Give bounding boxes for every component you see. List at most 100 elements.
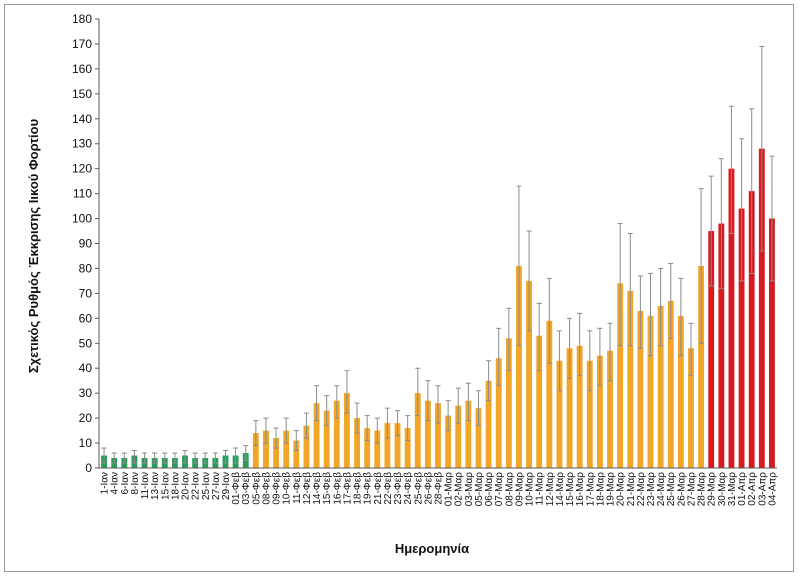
bar: [607, 350, 613, 468]
x-tick-label: 05-Μαρ: [474, 472, 485, 507]
bars: [101, 148, 775, 469]
bar: [455, 405, 462, 468]
bar: [475, 408, 482, 468]
x-tick-label: 08-Φεβ: [262, 472, 273, 505]
x-tick-label: 17-Φεβ: [342, 472, 353, 505]
x-tick-label: 26-Φεβ: [423, 472, 434, 505]
bar: [576, 345, 583, 468]
bar: [263, 430, 269, 468]
x-tick-label: 02-Απρ: [747, 472, 758, 506]
x-tick-label: 05-Φεβ: [251, 472, 262, 505]
x-tick-label: 29-Ιαν: [221, 472, 232, 500]
bar: [364, 428, 371, 468]
bar: [404, 428, 411, 468]
x-tick-label: 29-Μαρ: [707, 472, 718, 507]
bar: [688, 348, 694, 468]
x-tick-label: 07-Μαρ: [494, 472, 505, 507]
bar: [445, 415, 452, 468]
bar: [708, 231, 715, 468]
x-tick-label: 17-Μαρ: [585, 472, 596, 507]
bar: [769, 218, 775, 468]
x-tick-label: 24-Μαρ: [656, 472, 667, 507]
bar: [414, 393, 421, 468]
bar: [758, 148, 765, 468]
x-tick-label: 10-Μαρ: [525, 472, 536, 507]
bar: [273, 438, 280, 468]
x-tick-label: 19-Μαρ: [606, 472, 617, 507]
y-tick-label: 160: [72, 62, 92, 76]
x-tick-label: 22-Μαρ: [636, 472, 647, 507]
x-tick-label: 14-Μαρ: [555, 472, 566, 507]
bar: [718, 223, 725, 468]
bar: [384, 423, 391, 468]
x-tick-label: 16-Φεβ: [332, 472, 343, 505]
x-tick-label: 11-Ιαν: [140, 472, 151, 499]
x-tick-label: 08-Μαρ: [504, 472, 515, 507]
bar: [505, 338, 512, 468]
y-tick-label: 90: [79, 237, 93, 251]
x-tick-label: 25-Φεβ: [413, 472, 424, 505]
bar: [485, 380, 492, 468]
x-tick-label: 03-Μαρ: [464, 472, 475, 507]
y-tick-label: 0: [85, 461, 92, 475]
x-axis-ticks: 1-Ιαν 4-Ιαν 6-Ιαν 8-Ιαν 11-Ιαν 13-Ιαν 15-Ιαν 18…: [100, 472, 779, 507]
x-tick-label: 06-Μαρ: [484, 472, 495, 507]
x-tick-label: 18-Ιαν: [170, 472, 181, 500]
x-tick-label: 4-Ιαν: [110, 472, 121, 494]
x-tick-label: 16-Μαρ: [575, 472, 586, 507]
bar: [293, 440, 300, 468]
x-tick-label: 01-Απρ: [737, 472, 748, 506]
bar: [283, 430, 290, 468]
bar: [556, 360, 563, 468]
bar: [586, 360, 593, 468]
axes: [98, 19, 777, 469]
bar: [566, 348, 573, 468]
x-tick-label: 22-Ιαν: [191, 472, 202, 500]
y-tick-label: 80: [79, 261, 93, 275]
bar: [698, 265, 705, 468]
x-tick-label: 28-Φεβ: [434, 472, 445, 505]
x-tick-label: 30-Μαρ: [717, 472, 728, 507]
bar: [252, 433, 259, 468]
y-tick-label: 110: [73, 187, 92, 201]
x-tick-label: 10-Φεβ: [282, 472, 293, 505]
x-tick-label: 04-Απρ: [767, 472, 778, 506]
x-tick-label: 22-Φεβ: [383, 472, 394, 505]
bar: [728, 168, 735, 468]
y-tick-label: 50: [79, 336, 93, 350]
bar: [677, 315, 684, 468]
x-tick-label: 23-Μαρ: [646, 472, 657, 507]
x-tick-label: 25-Μαρ: [666, 472, 677, 507]
x-tick-label: 25-Ιαν: [201, 472, 212, 500]
x-tick-label: 09-Μαρ: [515, 472, 526, 507]
x-tick-label: 8-Ιαν: [130, 472, 141, 494]
x-tick-label: 03-Φεβ: [241, 472, 252, 505]
bar: [303, 425, 310, 468]
y-tick-label: 120: [72, 162, 92, 176]
bar: [323, 410, 330, 468]
bar: [627, 290, 634, 468]
chart-frame: [4, 4, 794, 572]
bar: [313, 403, 320, 468]
x-tick-label: 6-Ιαν: [120, 472, 131, 494]
bar: [495, 358, 502, 468]
bar: [657, 305, 664, 468]
y-tick-label: 170: [72, 37, 92, 51]
x-tick-label: 15-Ιαν: [160, 472, 171, 500]
x-tick-label: 01-Μαρ: [444, 472, 455, 507]
x-tick-label: 11-Μαρ: [535, 472, 546, 506]
bar: [465, 400, 472, 468]
x-tick-label: 11-Φεβ: [292, 472, 303, 504]
bar: [546, 320, 553, 468]
x-tick-label: 01-Φεβ: [231, 472, 242, 505]
y-tick-label: 30: [79, 386, 93, 400]
x-axis-title: Ημερομηνία: [395, 541, 469, 556]
x-tick-label: 24-Φεβ: [403, 472, 414, 505]
x-tick-label: 21-Φεβ: [373, 472, 384, 505]
bar: [536, 335, 543, 468]
y-tick-label: 10: [79, 436, 93, 450]
bar: [748, 191, 755, 468]
y-tick-label: 130: [72, 137, 92, 151]
x-tick-label: 27-Μαρ: [687, 472, 698, 507]
x-tick-label: 09-Φεβ: [272, 472, 283, 505]
